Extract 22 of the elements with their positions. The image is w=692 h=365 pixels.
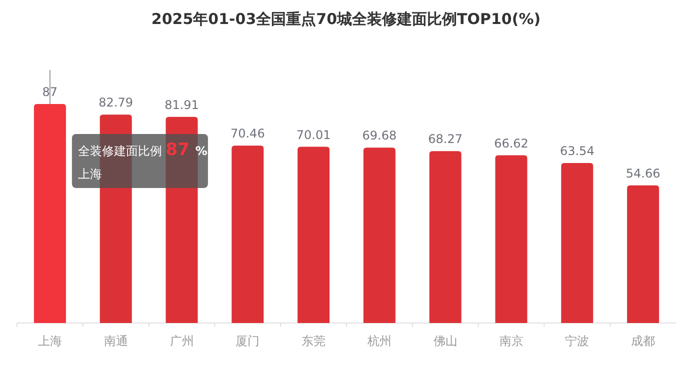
x-tick-label: 上海 xyxy=(38,334,62,348)
annotation: 上海 xyxy=(78,167,102,181)
x-tick-label: 南京 xyxy=(499,334,524,348)
data-label: 66.62 xyxy=(494,136,528,150)
chart-title: 2025年01-03全国重点70城全装修建面比例TOP10(%) xyxy=(151,10,541,28)
data-label: 70.01 xyxy=(296,128,331,142)
data-label: 81.91 xyxy=(164,98,199,112)
x-tick-label: 南通 xyxy=(104,334,128,348)
x-tick-label: 佛山 xyxy=(433,334,458,348)
data-label: 70.46 xyxy=(230,126,265,141)
annotation: 全装修建面比例 87 % xyxy=(78,140,208,160)
data-label: 69.68 xyxy=(362,128,397,143)
data-label: 63.54 xyxy=(560,144,594,158)
x-tick-label: 成都 xyxy=(631,334,656,348)
x-tick-label: 宁波 xyxy=(565,334,590,348)
x-tick-label: 广州 xyxy=(170,334,194,348)
data-label: 54.66 xyxy=(626,166,660,180)
x-tick-label: 东莞 xyxy=(302,334,326,348)
data-label: 68.27 xyxy=(428,132,463,146)
x-tick-label: 厦门 xyxy=(236,334,260,348)
x-tick-label: 杭州 xyxy=(366,334,392,348)
data-label: 82.79 xyxy=(98,96,134,110)
